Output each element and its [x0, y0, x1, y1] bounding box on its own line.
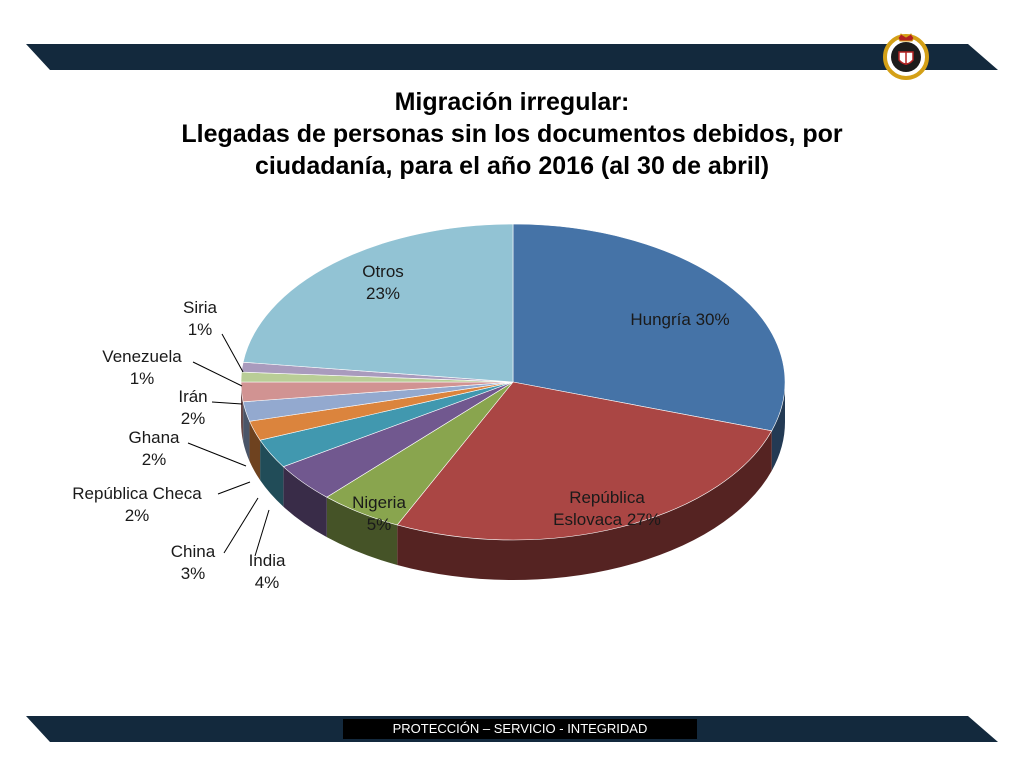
title-line-3: ciudadanía, para el año 2016 (al 30 de a… [254, 152, 770, 180]
data-label-7: Irán 2% [178, 387, 207, 428]
data-label-8-line-1: 1% [130, 369, 155, 388]
title-line-2: Llegadas de personas sin los documentos … [181, 120, 843, 148]
data-label-6-line-1: 2% [142, 450, 167, 469]
pie-slice-1[interactable] [396, 381, 773, 541]
pie-slice-0[interactable] [512, 223, 786, 432]
leader-line-6 [187, 442, 247, 467]
pie-slices [240, 223, 786, 541]
pie-side-2 [326, 497, 398, 565]
data-label-6: Ghana 2% [128, 428, 180, 469]
leader-line-8 [192, 361, 243, 387]
slide-title: Migración irregular: Llegadas de persona… [80, 86, 944, 182]
data-label-7-line-0: Irán [178, 387, 207, 406]
data-label-10-line-1: 23% [366, 284, 400, 303]
data-label-6-line-0: Ghana [128, 428, 180, 447]
pie-side-0 [771, 382, 785, 471]
data-label-1-line-1: Eslovaca 27% [553, 510, 661, 529]
data-label-9-line-1: 1% [188, 320, 213, 339]
title-line-1: Migración irregular: [394, 88, 630, 116]
pie-side-6 [243, 401, 250, 462]
data-label-1: República Eslovaca 27% [553, 488, 661, 529]
data-label-3: India 4% [249, 551, 286, 592]
data-label-2: Nigeria 5% [352, 493, 406, 534]
data-label-2-line-1: 5% [367, 515, 392, 534]
pie-side-7 [241, 382, 244, 442]
data-label-9-line-0: Siria [183, 298, 218, 317]
data-label-4-line-0: China [171, 542, 216, 561]
header-band [26, 44, 998, 70]
leader-line-5 [217, 481, 251, 495]
header-band-shape [26, 44, 998, 70]
data-label-9: Siria 1% [183, 298, 218, 339]
data-label-8-line-0: Venezuela [102, 347, 182, 366]
pie-side-5 [249, 421, 261, 481]
leader-line-7 [211, 401, 243, 405]
footer-motto: PROTECCIÓN – SERVICIO - INTEGRIDAD [343, 719, 697, 739]
pie-side-3 [283, 466, 327, 538]
data-label-4: China 3% [171, 542, 216, 583]
data-label-4-line-1: 3% [181, 564, 206, 583]
data-label-5: República Checa 2% [72, 484, 202, 525]
data-label-10-line-0: Otros [362, 262, 404, 281]
data-label-10: Otros 23% [362, 262, 404, 303]
leader-line-9 [221, 333, 244, 373]
data-label-3-line-1: 4% [255, 573, 280, 592]
data-label-0-line-0: Hungría 30% [630, 310, 729, 329]
pie-side-walls [241, 382, 785, 580]
data-label-2-line-0: Nigeria [352, 493, 406, 512]
data-label-5-line-1: 2% [125, 506, 150, 525]
leader-line-4 [223, 497, 259, 554]
data-label-0: Hungría 30% [630, 310, 729, 329]
data-label-3-line-0: India [249, 551, 286, 570]
pie-slice-10[interactable] [242, 223, 514, 383]
data-label-1-line-0: República [569, 488, 645, 507]
leader-line-3 [254, 509, 270, 557]
data-labels: Hungría 30% República Eslovaca 27% Nigeria 5… [72, 262, 729, 592]
pie-side-4 [260, 440, 284, 507]
data-label-7-line-1: 2% [181, 409, 206, 428]
data-label-8: Venezuela 1% [102, 347, 182, 388]
data-label-5-line-0: República Checa [72, 484, 202, 503]
agency-crest-icon [883, 33, 929, 80]
pie-side-1 [397, 430, 772, 580]
